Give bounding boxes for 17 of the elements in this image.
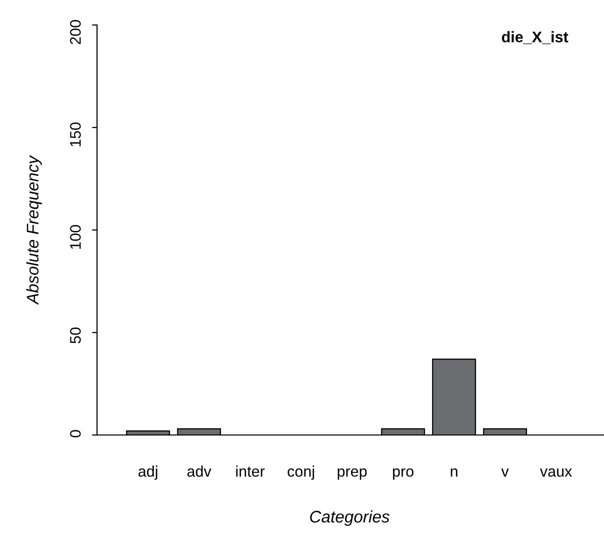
x-tick-label: inter [236,466,265,477]
x-tick-label: prep [338,468,367,480]
y-tick-label: 100 [70,225,81,249]
x-tick-label: adj [138,466,158,480]
x-axis-title: Categories [310,510,390,526]
y-tick-label: 50 [70,328,81,344]
x-tick-label: adv [187,466,212,477]
x-tick-label: v [501,468,509,477]
x-tick-label: pro [393,468,414,480]
y-tick-label: 200 [70,20,81,44]
y-tick-label: 0 [70,430,81,438]
chart-title: die_X_ist [502,31,568,44]
x-tick-label: vaux [540,468,572,477]
y-axis-title: Absolute Frequency [26,155,42,305]
x-tick-label: n [450,468,458,477]
y-tick-label: 150 [70,122,81,146]
x-tick-label: conj [288,466,314,480]
